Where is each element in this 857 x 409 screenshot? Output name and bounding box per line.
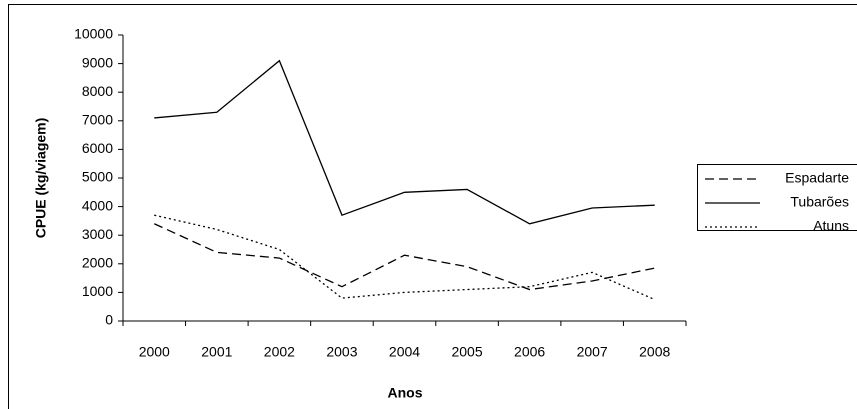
x-tick-label: 2008	[639, 344, 670, 360]
x-axis-title: Anos	[388, 385, 423, 401]
y-tick-label: 2000	[82, 255, 113, 271]
y-tick-label: 6000	[82, 140, 113, 156]
y-tick-label: 8000	[82, 83, 113, 99]
x-tick-label: 2004	[389, 344, 420, 360]
legend-label: Tubarões	[790, 194, 849, 210]
series-line	[154, 223, 655, 291]
chart-frame	[8, 4, 857, 409]
y-tick-label: 1000	[82, 283, 113, 299]
y-tick-label: 5000	[82, 169, 113, 185]
x-tick-label: 2002	[264, 344, 295, 360]
y-tick-label: 10000	[74, 26, 113, 42]
y-tick-label: 3000	[82, 226, 113, 242]
legend	[697, 164, 857, 231]
x-tick-label: 2005	[451, 344, 482, 360]
x-tick-label: 2006	[514, 344, 545, 360]
y-axis-title: CPUE (kg/viagem)	[33, 118, 49, 239]
y-tick-label: 4000	[82, 197, 113, 213]
x-tick-label: 2003	[326, 344, 357, 360]
legend-label: Atuns	[813, 218, 849, 234]
x-tick-label: 2001	[201, 344, 232, 360]
y-tick-label: 7000	[82, 112, 113, 128]
y-tick-label: 0	[105, 312, 113, 328]
legend-label: Espadarte	[785, 170, 849, 186]
series-line	[154, 214, 655, 301]
x-tick-label: 2007	[577, 344, 608, 360]
x-tick-label: 2000	[139, 344, 170, 360]
series-line	[154, 59, 655, 225]
y-tick-label: 9000	[82, 54, 113, 70]
